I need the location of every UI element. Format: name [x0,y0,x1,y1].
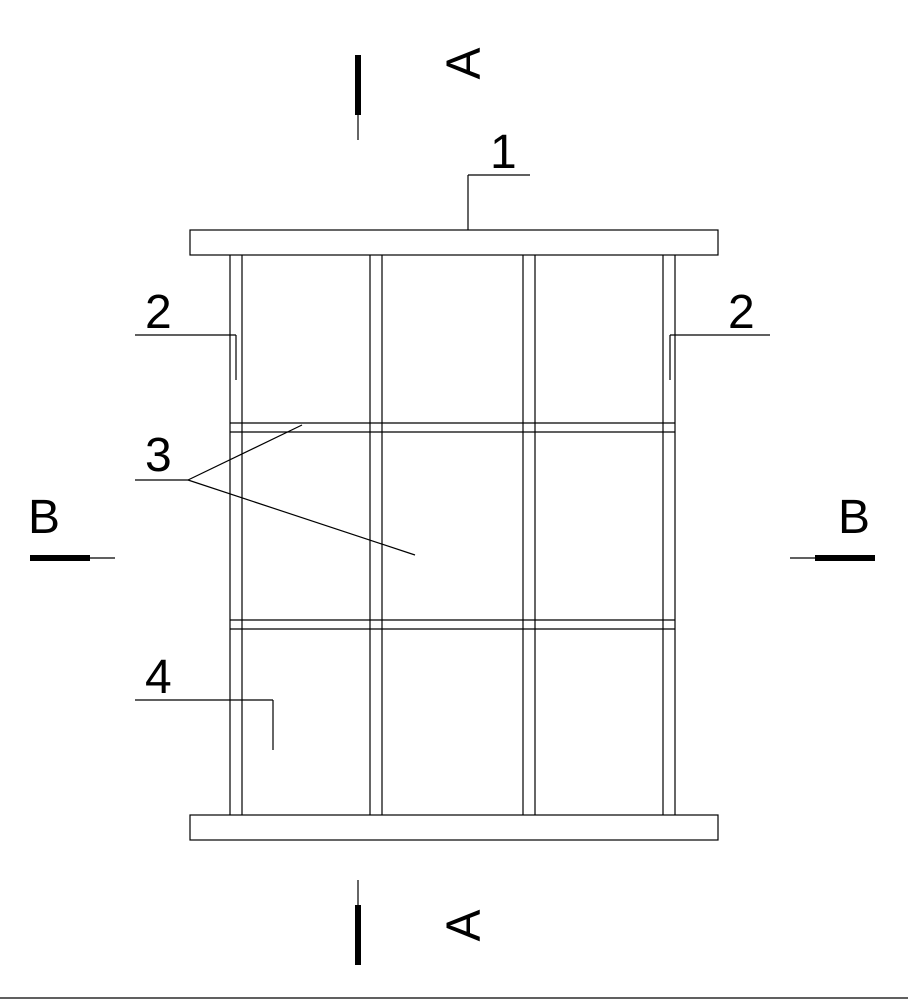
section-label-a-top: A [437,47,492,79]
horizontal-members [230,423,675,629]
vertical-members [230,255,675,815]
section-label-a-bottom: A [437,909,492,941]
bottom-plate [190,815,718,840]
callout-2-right-leader [670,335,770,380]
callout-number-2-left: 2 [145,285,172,340]
top-plate [190,230,718,255]
section-label-b-right: B [838,490,870,545]
callout-number-1: 1 [490,125,517,180]
callout-number-2-right: 2 [728,285,755,340]
drawing-svg [0,0,908,1000]
callout-number-3: 3 [145,428,172,483]
callout-1-leader [468,175,530,230]
callout-4-leader [135,700,273,750]
callout-2-left-leader [135,335,236,380]
callout-3-leader [135,425,415,555]
section-label-b-left: B [28,490,60,545]
callout-number-4: 4 [145,650,172,705]
